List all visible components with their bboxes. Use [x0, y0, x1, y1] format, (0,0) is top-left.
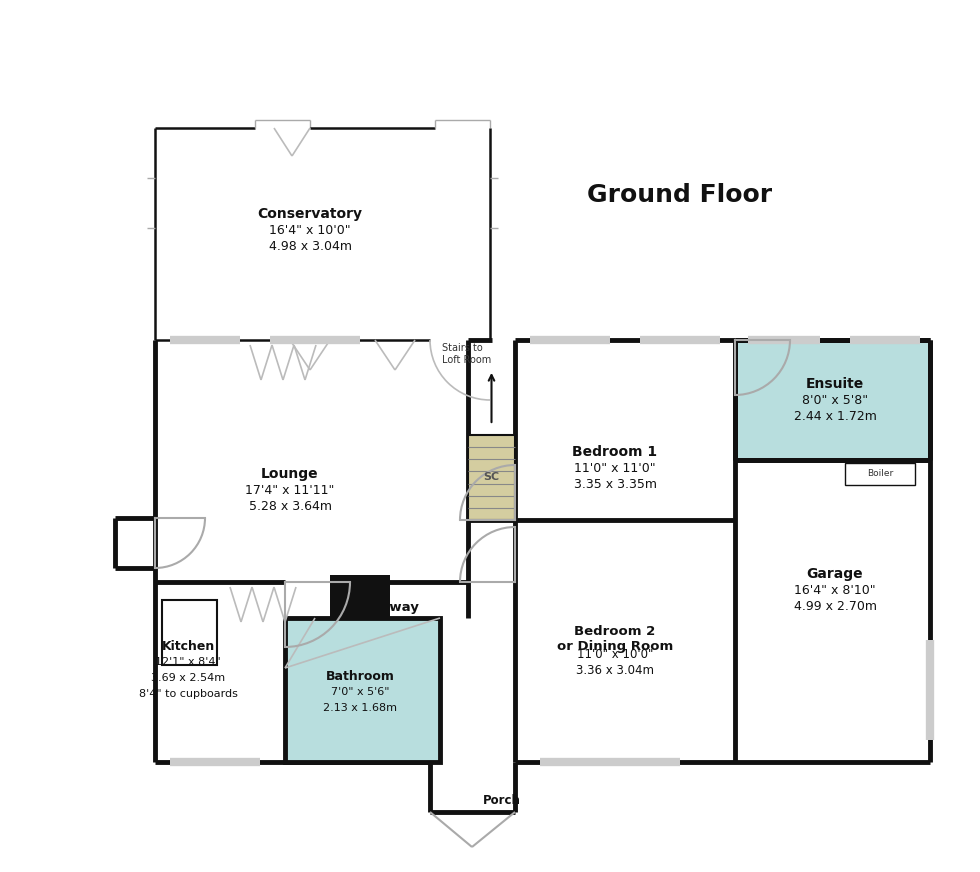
- Text: 2.44 x 1.72m: 2.44 x 1.72m: [794, 410, 876, 423]
- Text: 4.98 x 3.04m: 4.98 x 3.04m: [269, 240, 352, 253]
- Bar: [330, 575, 390, 620]
- Text: 8'4" to cupboards: 8'4" to cupboards: [138, 689, 237, 699]
- Text: Bedroom 1: Bedroom 1: [572, 445, 658, 459]
- Text: 16'4" x 8'10": 16'4" x 8'10": [794, 583, 876, 596]
- Text: Stairs to
Loft Room: Stairs to Loft Room: [442, 344, 491, 365]
- Text: 11'0" x 10'0": 11'0" x 10'0": [577, 649, 654, 662]
- Text: 5.28 x 3.64m: 5.28 x 3.64m: [249, 500, 331, 513]
- Text: SC: SC: [483, 473, 500, 482]
- Text: 3.35 x 3.35m: 3.35 x 3.35m: [573, 478, 657, 490]
- Text: Garage: Garage: [807, 567, 863, 581]
- Text: 17'4" x 11'11": 17'4" x 11'11": [245, 483, 335, 496]
- Text: Porch: Porch: [483, 794, 521, 807]
- Text: 2.13 x 1.68m: 2.13 x 1.68m: [323, 703, 397, 713]
- Text: 3.69 x 2.54m: 3.69 x 2.54m: [151, 673, 225, 683]
- Text: 16'4" x 10'0": 16'4" x 10'0": [270, 223, 351, 236]
- Bar: [285, 618, 440, 762]
- Text: 8'0" x 5'8": 8'0" x 5'8": [802, 393, 868, 406]
- Text: Ground Floor: Ground Floor: [587, 183, 772, 207]
- Bar: [735, 340, 930, 460]
- Text: Hallway: Hallway: [361, 602, 419, 615]
- Text: 11'0" x 11'0": 11'0" x 11'0": [574, 461, 656, 474]
- Bar: [468, 435, 515, 520]
- Bar: [845, 463, 915, 485]
- Text: Ensuite: Ensuite: [806, 377, 864, 391]
- Text: Boiler: Boiler: [867, 469, 893, 479]
- Bar: [162, 600, 217, 665]
- Text: Conservatory: Conservatory: [258, 207, 363, 221]
- Text: 4.99 x 2.70m: 4.99 x 2.70m: [794, 600, 876, 612]
- Text: Bedroom 2
or Dining Room: Bedroom 2 or Dining Room: [557, 625, 673, 653]
- Text: 3.36 x 3.04m: 3.36 x 3.04m: [576, 664, 654, 678]
- Text: 7'0" x 5'6": 7'0" x 5'6": [331, 687, 389, 697]
- Text: Lounge: Lounge: [262, 467, 318, 481]
- Text: 12'1" x 8'4": 12'1" x 8'4": [155, 657, 220, 667]
- Text: Bathroom: Bathroom: [325, 670, 394, 683]
- Text: Kitchen: Kitchen: [162, 639, 215, 652]
